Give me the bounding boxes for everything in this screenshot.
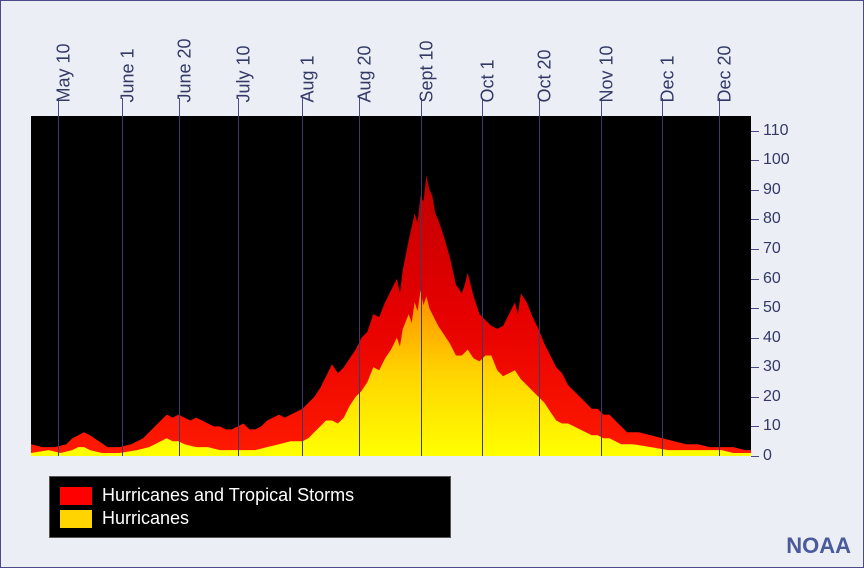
x-tick-label: Aug 20 [354,45,375,102]
gridline [601,116,602,456]
gridline [122,116,123,456]
area-series-svg [31,116,751,456]
y-tick-label: 30 [763,358,781,376]
legend-item: Hurricanes and Tropical Storms [60,485,440,506]
chart-frame: May 10 June 1 June 20 July 10 Aug 1 Aug 20 Sep… [0,0,864,568]
y-tick-mark [751,279,759,280]
y-tick-label: 60 [763,270,781,288]
y-tick-label: 0 [763,447,772,465]
gridline [359,116,360,456]
legend-label: Hurricanes and Tropical Storms [102,485,354,506]
legend-swatch [60,487,92,505]
x-tick-label: Oct 20 [534,49,555,102]
gridline [421,116,422,456]
gridline [662,116,663,456]
y-tick-mark [751,190,759,191]
x-tick-label: June 1 [118,48,139,102]
legend-label: Hurricanes [102,508,189,529]
x-tick-label: Dec 1 [658,55,679,102]
y-tick-mark [751,308,759,309]
y-tick-mark [751,397,759,398]
gridline [58,116,59,456]
gridline [539,116,540,456]
x-tick-label: July 10 [233,45,254,102]
y-tick-mark [751,131,759,132]
x-tick-label: May 10 [53,43,74,102]
y-tick-label: 40 [763,329,781,347]
y-tick-mark [751,338,759,339]
y-tick-mark [751,219,759,220]
y-tick-label: 110 [763,122,789,140]
x-tick-label: Oct 1 [478,59,499,102]
x-tick-label: Dec 20 [714,45,735,102]
gridline [482,116,483,456]
y-tick-mark [751,367,759,368]
y-tick-label: 100 [763,151,790,169]
legend: Hurricanes and Tropical StormsHurricanes [49,476,451,538]
y-tick-label: 20 [763,388,781,406]
gridline [238,116,239,456]
x-tick-label: Nov 10 [596,45,617,102]
gridline [302,116,303,456]
plot-area [31,116,751,456]
y-tick-mark [751,160,759,161]
legend-swatch [60,510,92,528]
y-tick-label: 90 [763,181,781,199]
gridline [179,116,180,456]
y-tick-mark [751,426,759,427]
y-tick-label: 70 [763,240,781,258]
legend-item: Hurricanes [60,508,440,529]
gridline [719,116,720,456]
attribution: NOAA [786,533,851,559]
y-tick-label: 80 [763,210,781,228]
x-tick-label: Aug 1 [298,55,319,102]
y-tick-mark [751,456,759,457]
x-tick-label: June 20 [174,38,195,102]
y-tick-mark [751,249,759,250]
x-tick-label: Sept 10 [416,40,437,102]
y-tick-label: 50 [763,299,781,317]
y-tick-label: 10 [763,417,781,435]
